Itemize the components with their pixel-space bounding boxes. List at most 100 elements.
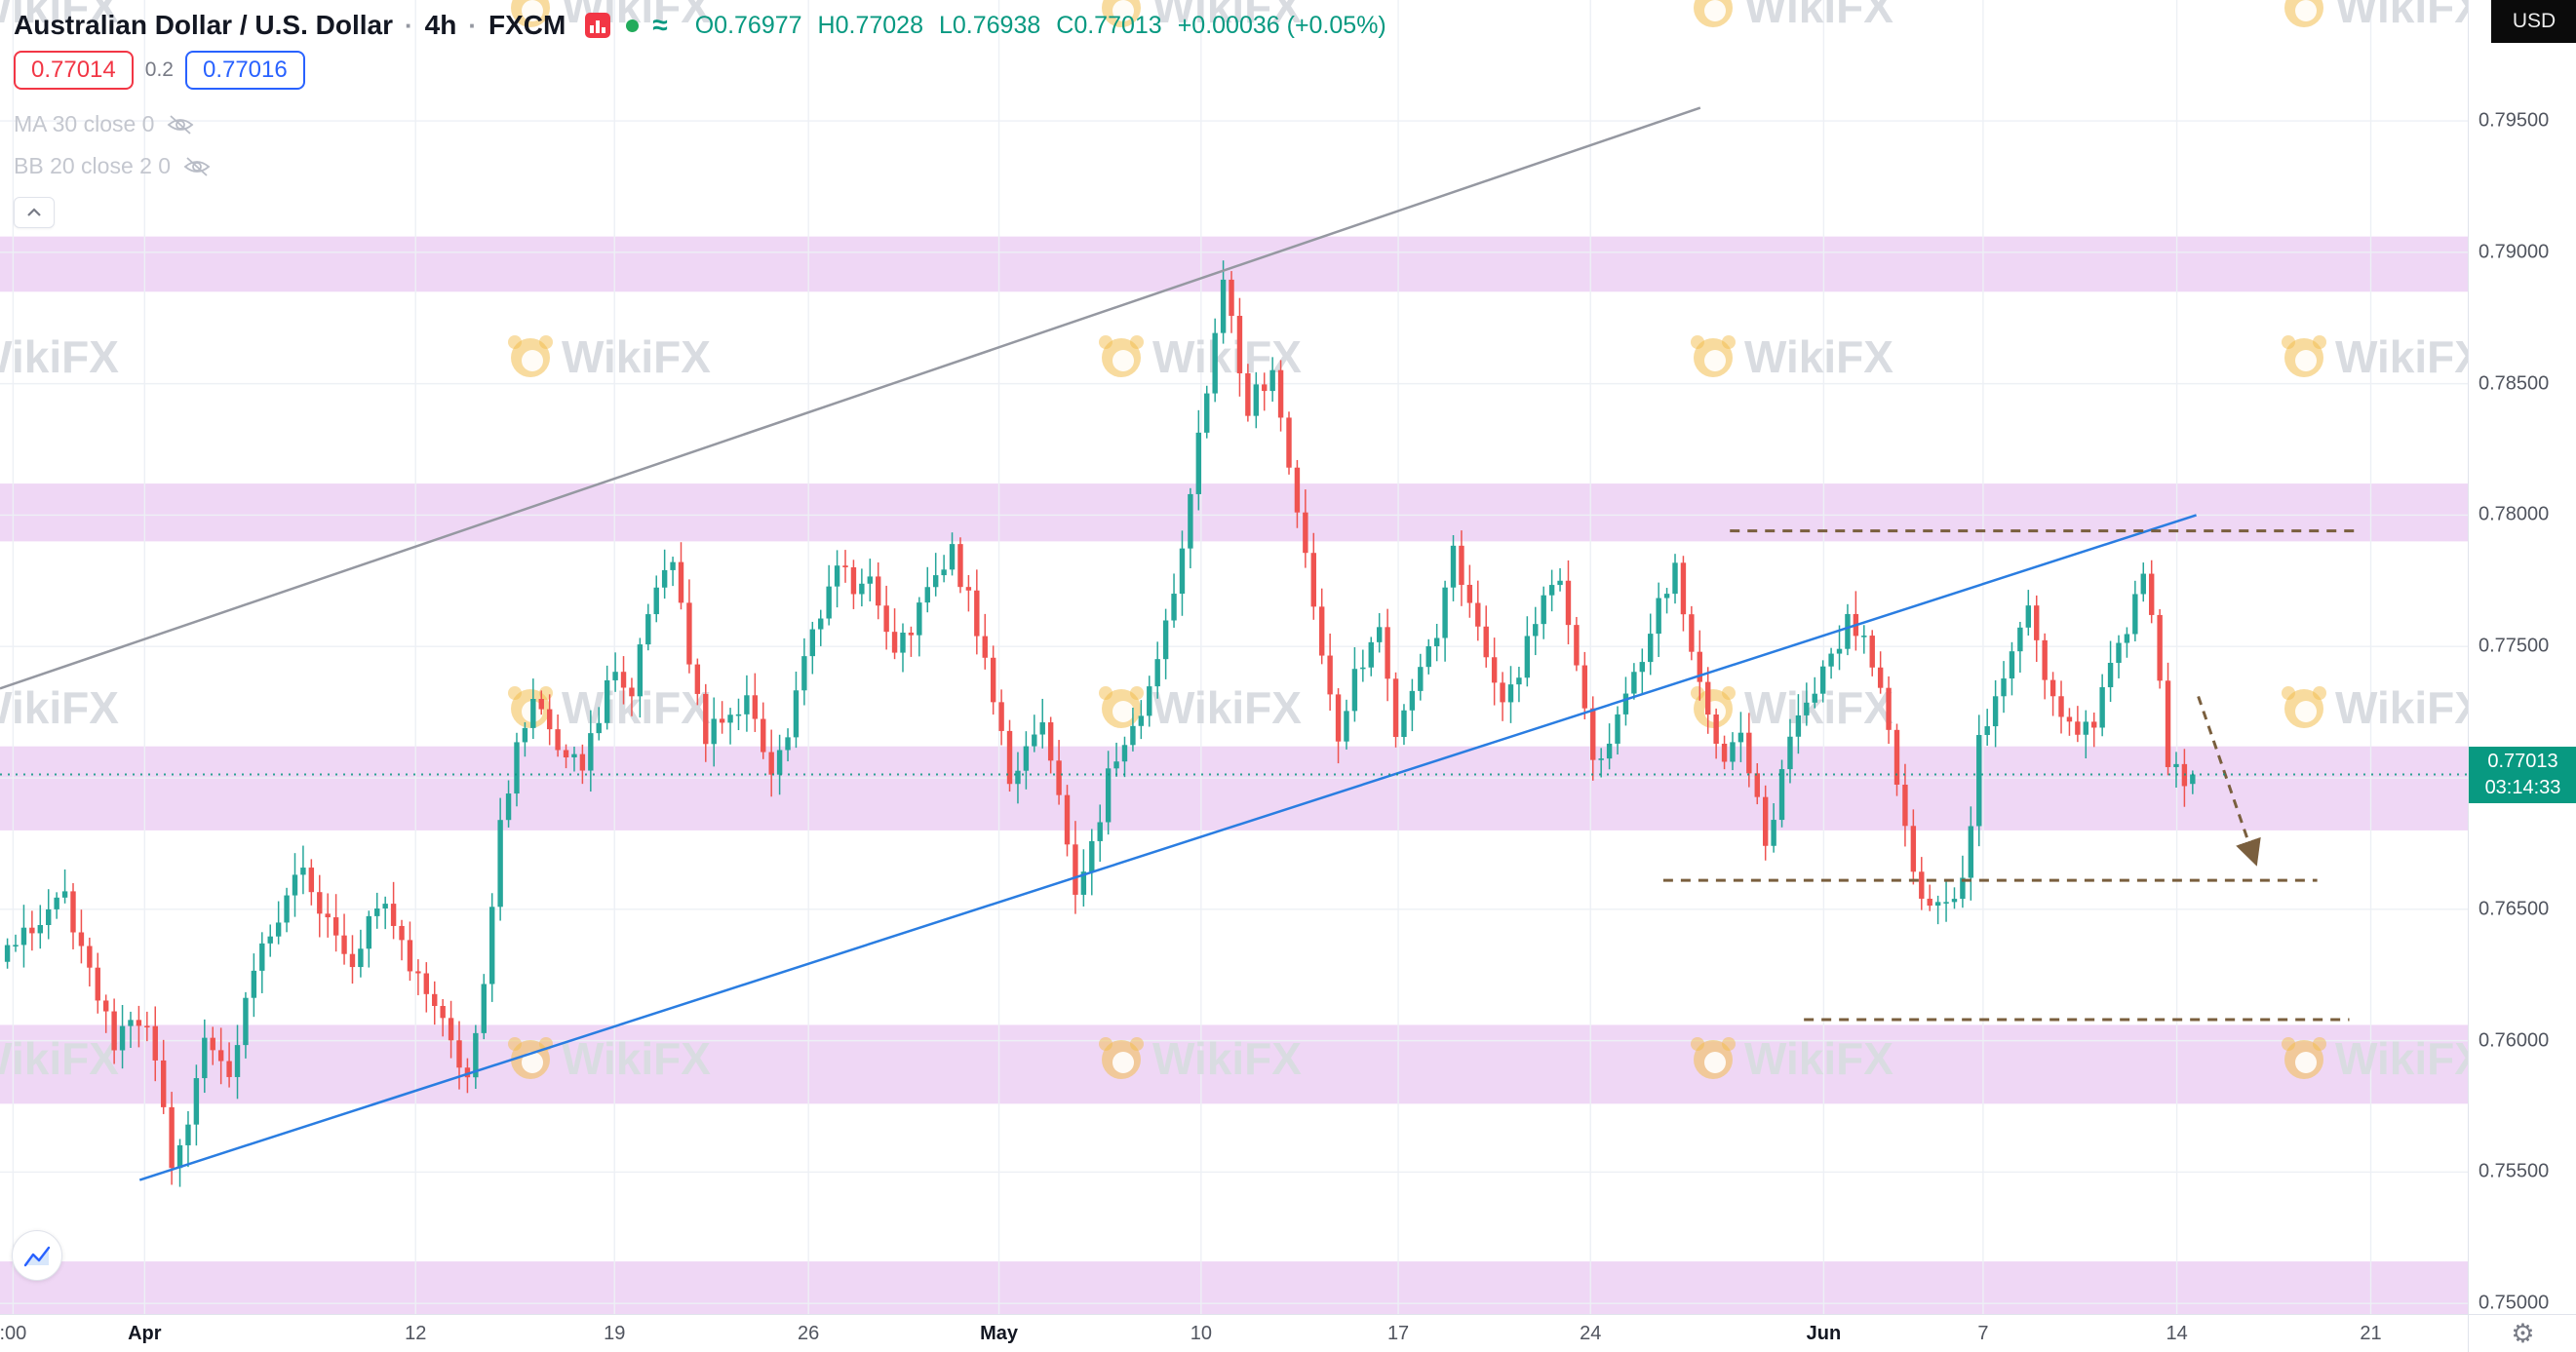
open-label: O xyxy=(694,11,715,39)
indicator-ma-label: MA 30 close 0 xyxy=(14,111,155,136)
time-tick-label: 14 xyxy=(2166,1323,2188,1344)
time-tick-label: 10 xyxy=(1190,1323,1212,1344)
svg-text:WikiFX: WikiFX xyxy=(0,1033,119,1084)
wikifx-watermark-item: WikiFX xyxy=(508,331,711,382)
bar-countdown: 03:14:33 xyxy=(2484,776,2561,798)
price-tick-label: 0.76000 xyxy=(2478,1029,2550,1052)
supply-demand-zones[interactable] xyxy=(0,236,2468,1314)
bid-ask-row: 0.77014 0.2 0.77016 xyxy=(14,51,1386,90)
settings-gear-icon[interactable]: ⚙ xyxy=(2511,1318,2535,1349)
indicator-bb-visibility-button[interactable] xyxy=(182,156,212,177)
wikifx-watermark-item: WikiFX xyxy=(2282,682,2468,733)
time-tick-label: 12 xyxy=(405,1323,427,1344)
wikifx-watermark-item: WikiFX xyxy=(508,682,711,733)
symbol-title-row[interactable]: Australian Dollar / U.S. Dollar · 4h · F… xyxy=(14,10,1386,41)
indicator-bb[interactable]: BB 20 close 2 0 xyxy=(14,153,1386,179)
svg-text:WikiFX: WikiFX xyxy=(1744,1033,1893,1084)
wikifx-watermark-item: WikiFX xyxy=(1691,1033,1893,1084)
price-tick-label: 0.79000 xyxy=(2478,241,2550,263)
close-value: 0.77013 xyxy=(1073,11,1162,39)
grid-lines xyxy=(0,0,2468,1314)
legend-collapse-button[interactable] xyxy=(14,197,55,228)
wikifx-watermark-item: WikiFX xyxy=(0,0,119,32)
time-tick-label: 17 xyxy=(1386,1323,1410,1344)
price-tick-label: 0.77500 xyxy=(2478,635,2550,657)
eye-off-icon xyxy=(168,114,194,135)
svg-text:WikiFX: WikiFX xyxy=(1744,682,1893,733)
svg-text:WikiFX: WikiFX xyxy=(562,331,711,382)
price-tick-label: 0.78500 xyxy=(2478,372,2550,395)
projection-arrow[interactable] xyxy=(2197,695,2261,867)
svg-text:WikiFX: WikiFX xyxy=(0,682,119,733)
time-tick-label: :00 xyxy=(0,1323,27,1344)
chart-legend: Australian Dollar / U.S. Dollar · 4h · F… xyxy=(14,10,1386,228)
eye-off-icon xyxy=(183,156,211,176)
low-label: L xyxy=(938,11,953,39)
wikifx-watermark-item: WikiFX xyxy=(1099,331,1302,382)
time-tick-label: Apr xyxy=(128,1323,162,1344)
ohlc-readout: O0.76977 H0.77028 L0.76938 C0.77013 +0.0… xyxy=(695,12,1386,40)
high-value: 0.77028 xyxy=(835,11,923,39)
wikifx-watermark-item: WikiFX xyxy=(1694,0,1893,32)
wikifx-watermark-item: WikiFX xyxy=(508,1033,711,1084)
current-price-value: 0.77013 xyxy=(2487,750,2558,772)
axis-corner: ⚙ xyxy=(2468,1314,2576,1352)
svg-text:WikiFX: WikiFX xyxy=(2335,0,2468,32)
svg-text:WikiFX: WikiFX xyxy=(562,682,711,733)
wikifx-watermark-item: WikiFX xyxy=(2284,0,2468,32)
wikifx-watermark: WikiFX WikiFX WikiFX WikiFX WikiFX WikiFX Wiki… xyxy=(0,0,2468,1084)
svg-text:WikiFX: WikiFX xyxy=(2335,1033,2468,1084)
sell-bid-button[interactable]: 0.77014 xyxy=(14,51,134,90)
time-axis[interactable]: :00 Apr 12 19 26 May 10 17 24 Jun 7 14 21 xyxy=(0,1314,2468,1352)
time-tick-label: Jun xyxy=(1806,1323,1842,1344)
area-chart-icon xyxy=(23,1246,51,1267)
wikifx-watermark-item: WikiFX xyxy=(1099,682,1302,733)
svg-text:WikiFX: WikiFX xyxy=(2335,682,2468,733)
buy-ask-button[interactable]: 0.77016 xyxy=(184,51,305,90)
price-tick-label: 0.79500 xyxy=(2478,109,2550,132)
chart-canvas[interactable]: WikiFX WikiFX WikiFX WikiFX WikiFX WikiFX Wiki… xyxy=(0,0,2468,1314)
indicator-ma-visibility-button[interactable] xyxy=(166,114,195,135)
high-label: H xyxy=(817,11,836,39)
time-tick-label: 19 xyxy=(604,1323,626,1344)
price-tick-label: 0.75500 xyxy=(2478,1160,2550,1182)
blue-trendline[interactable] xyxy=(138,514,2197,1181)
wikifx-watermark-item: WikiFX xyxy=(2282,331,2468,382)
candlestick-series xyxy=(4,260,2196,1187)
wikifx-watermark-item: WikiFX xyxy=(0,331,119,382)
price-tick-label: 0.76500 xyxy=(2478,898,2550,920)
gray-trendline[interactable] xyxy=(0,106,1701,690)
open-value: 0.76977 xyxy=(714,11,802,39)
wikifx-watermark-item: WikiFX xyxy=(1691,331,1893,382)
chevron-up-icon xyxy=(27,208,41,216)
market-open-status-icon xyxy=(626,19,640,32)
wikifx-watermark-item: WikiFX xyxy=(1099,1033,1302,1084)
svg-text:WikiFX: WikiFX xyxy=(1152,331,1302,382)
indicator-bb-label: BB 20 close 2 0 xyxy=(14,153,172,178)
wikifx-watermark-item: WikiFX xyxy=(0,1033,119,1084)
exchange-label[interactable]: FXCM xyxy=(488,10,566,40)
svg-text:WikiFX: WikiFX xyxy=(1152,682,1302,733)
change-value: +0.00036 (+0.05%) xyxy=(1177,11,1386,39)
svg-text:WikiFX: WikiFX xyxy=(0,331,119,382)
wikifx-watermark-item: WikiFX xyxy=(1691,682,1893,733)
svg-text:WikiFX: WikiFX xyxy=(1744,331,1893,382)
low-value: 0.76938 xyxy=(952,11,1041,39)
title-separator: · xyxy=(404,10,413,40)
time-tick-label: 26 xyxy=(798,1323,820,1344)
svg-text:WikiFX: WikiFX xyxy=(1744,0,1893,32)
time-tick-label: 24 xyxy=(1580,1323,1602,1344)
time-tick-label: May xyxy=(980,1323,1018,1344)
time-tick-label: 21 xyxy=(2360,1323,2382,1344)
svg-text:WikiFX: WikiFX xyxy=(1152,1033,1302,1084)
indicator-ma[interactable]: MA 30 close 0 xyxy=(14,111,1386,137)
currency-badge: USD xyxy=(2491,0,2576,43)
realtime-data-icon: ≈ xyxy=(652,10,668,40)
chart-panel-button[interactable] xyxy=(12,1230,62,1281)
svg-text:WikiFX: WikiFX xyxy=(1152,0,1302,32)
price-axis[interactable]: USD 0.77013 03:14:33 0.79500 0.79000 0.785… xyxy=(2468,0,2576,1314)
time-tick-label: 7 xyxy=(1977,1323,1989,1344)
timeframe-label[interactable]: 4h xyxy=(424,10,457,40)
symbol-title[interactable]: Australian Dollar / U.S. Dollar xyxy=(14,10,393,40)
